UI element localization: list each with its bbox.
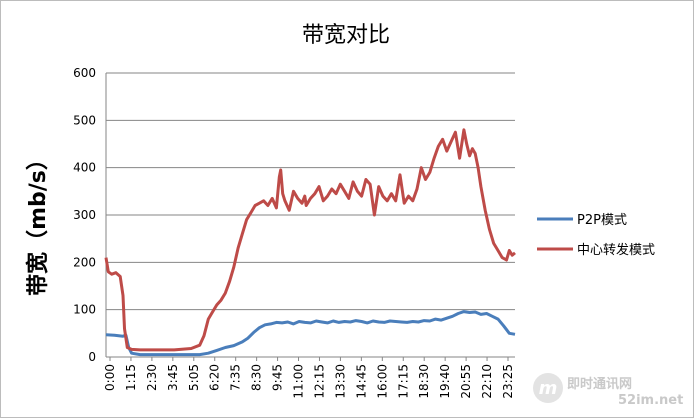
series-line-2 [104,128,516,352]
x-tick-label: 8:30 [250,364,264,391]
x-tick-label: 5:05 [187,364,201,391]
x-tick-label: 9:45 [271,364,285,391]
watermark-brand: 即时通讯网 [567,376,632,392]
x-tick-label: 0:00 [103,364,117,391]
x-tick-label: 23:25 [501,364,515,399]
x-tick-label: 3:45 [166,364,180,391]
series-line-1 [105,310,516,357]
y-axis-label: 带宽（mb/s） [25,148,51,296]
x-tick-label: 16:00 [375,364,389,399]
x-tick-label: 14:45 [354,364,368,399]
x-tick-label: 6:20 [208,364,222,391]
y-tick-label: 200 [73,255,96,269]
x-tick-label: 2:30 [145,364,159,391]
y-tick-label: 400 [73,161,96,175]
x-tick-label: 11:00 [292,364,306,399]
x-tick-label: 7:35 [229,364,243,391]
legend-label: P2P模式 [577,213,627,228]
x-tick-label: 20:55 [459,364,473,399]
x-tick-label: 12:15 [312,364,326,399]
x-tick-label: 13:30 [333,364,347,399]
x-tick-label: 17:15 [396,364,410,399]
watermark-logo-mark: m [539,378,558,399]
y-tick-label: 0 [88,350,96,364]
x-tick-label: 19:40 [438,364,452,399]
y-tick-label: 300 [73,208,96,222]
series-lines [104,128,516,357]
y-tick-label: 500 [73,113,96,127]
chart-title: 带宽对比 [302,23,390,48]
legend-label: 中心转发模式 [577,242,655,258]
y-tick-label: 100 [73,303,96,317]
x-axis-ticks: 0:00 1:15 2:30 3:45 5:05 6:20 7:35 8:30 9:45 11:0… [103,357,515,399]
gridlines [106,72,515,311]
y-tick-label: 600 [73,66,96,80]
x-tick-label: 22:10 [480,364,494,399]
x-tick-label: 1:15 [124,364,138,391]
x-tick-label: 18:30 [417,364,431,399]
y-axis-ticks: 0 100 200 300 400 500 600 [73,66,96,364]
watermark: m 即时通讯网 52im.net [533,373,683,408]
watermark-url: 52im.net [618,393,683,408]
watermark-logo [533,373,563,403]
